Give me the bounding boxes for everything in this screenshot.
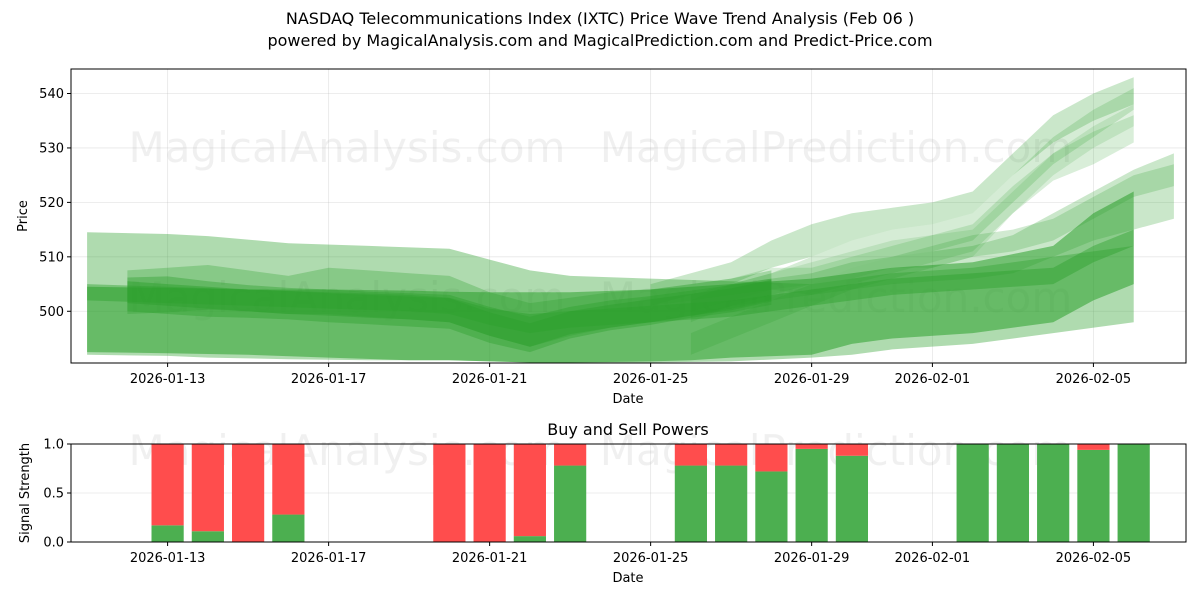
price-y-tick-label: 530	[39, 141, 64, 156]
power-x-tick-label: 2026-01-13	[130, 551, 206, 566]
sell-power-bar	[835, 444, 869, 456]
buy-power-bar	[956, 444, 989, 542]
power-y-tick-label: 0.0	[43, 536, 64, 551]
wave-band	[127, 279, 772, 347]
sell-power-bar	[473, 444, 506, 542]
wave-band	[690, 104, 1134, 312]
sell-power-bar	[1077, 444, 1110, 450]
power-x-tick-label: 2026-02-01	[895, 551, 971, 566]
wave-band	[650, 115, 1134, 306]
wave-band	[87, 229, 1134, 334]
price-x-tick-label: 2026-02-05	[1056, 372, 1132, 387]
price-x-tick-label: 2026-01-29	[774, 372, 850, 387]
price-y-tick-label: 540	[39, 87, 64, 102]
sell-power-bar	[151, 444, 184, 526]
sell-power-bar	[755, 444, 788, 472]
power-x-tick-label: 2026-01-25	[613, 551, 689, 566]
power-x-label: Date	[612, 571, 643, 586]
buy-power-bar	[795, 448, 828, 542]
buy-power-bar	[1117, 444, 1150, 542]
wave-band	[690, 88, 1134, 323]
sell-power-bar	[513, 444, 546, 537]
sell-power-bar	[272, 444, 305, 515]
price-plot-frame	[70, 68, 1187, 364]
buy-power-bar	[996, 444, 1030, 542]
buy-power-bar	[151, 525, 184, 542]
buy-power-bar	[674, 465, 707, 542]
sell-power-bar	[715, 444, 748, 466]
power-y-tick-label: 0.5	[43, 487, 64, 502]
buy-power-bar	[554, 465, 587, 542]
watermark-text: MagicalPrediction.com	[600, 123, 1073, 172]
price-x-label: Date	[612, 392, 643, 407]
power-y-tick-label: 1.0	[43, 438, 64, 453]
power-x-tick-label: 2026-02-05	[1056, 551, 1132, 566]
sell-power-bar	[554, 444, 587, 466]
power-y-label: Signal Strength	[18, 443, 33, 543]
price-x-tick-label: 2026-01-17	[291, 372, 367, 387]
chart-subtitle: powered by MagicalAnalysis.com and Magic…	[267, 31, 933, 50]
buy-power-bar	[1037, 444, 1070, 542]
buy-power-bar	[835, 455, 869, 542]
power-x-tick-label: 2026-01-21	[452, 551, 528, 566]
buy-power-bar	[272, 514, 305, 542]
power-title: Buy and Sell Powers	[547, 420, 709, 439]
chart-title: NASDAQ Telecommunications Index (IXTC) P…	[285, 9, 915, 28]
wave-band	[690, 153, 1174, 317]
wave-band	[690, 164, 1174, 355]
price-y-label: Price	[16, 200, 31, 232]
power-x-tick-label: 2026-01-29	[774, 551, 850, 566]
price-y-tick-label: 510	[39, 250, 64, 265]
wave-band	[127, 276, 772, 353]
sell-power-bar	[232, 444, 265, 542]
buy-power-bar	[513, 536, 546, 542]
wave-band	[127, 265, 772, 347]
buy-power-bar	[1077, 449, 1110, 542]
buy-power-bar	[755, 471, 788, 542]
sell-power-bar	[674, 444, 707, 466]
sell-power-bar	[795, 444, 828, 449]
sell-power-bar	[191, 444, 224, 532]
buy-power-bar	[191, 531, 224, 542]
price-x-tick-label: 2026-01-21	[452, 372, 528, 387]
price-x-tick-label: 2026-01-25	[613, 372, 689, 387]
price-y-tick-label: 520	[39, 196, 64, 211]
price-x-tick-label: 2026-02-01	[895, 372, 971, 387]
buy-power-bar	[715, 465, 748, 542]
watermark-text: MagicalAnalysis.com	[129, 123, 566, 172]
sell-power-bar	[433, 444, 466, 542]
wave-band	[650, 77, 1134, 306]
price-y-tick-label: 500	[39, 305, 64, 320]
power-x-tick-label: 2026-01-17	[291, 551, 367, 566]
wave-band	[87, 191, 1134, 363]
price-x-tick-label: 2026-01-13	[130, 372, 206, 387]
